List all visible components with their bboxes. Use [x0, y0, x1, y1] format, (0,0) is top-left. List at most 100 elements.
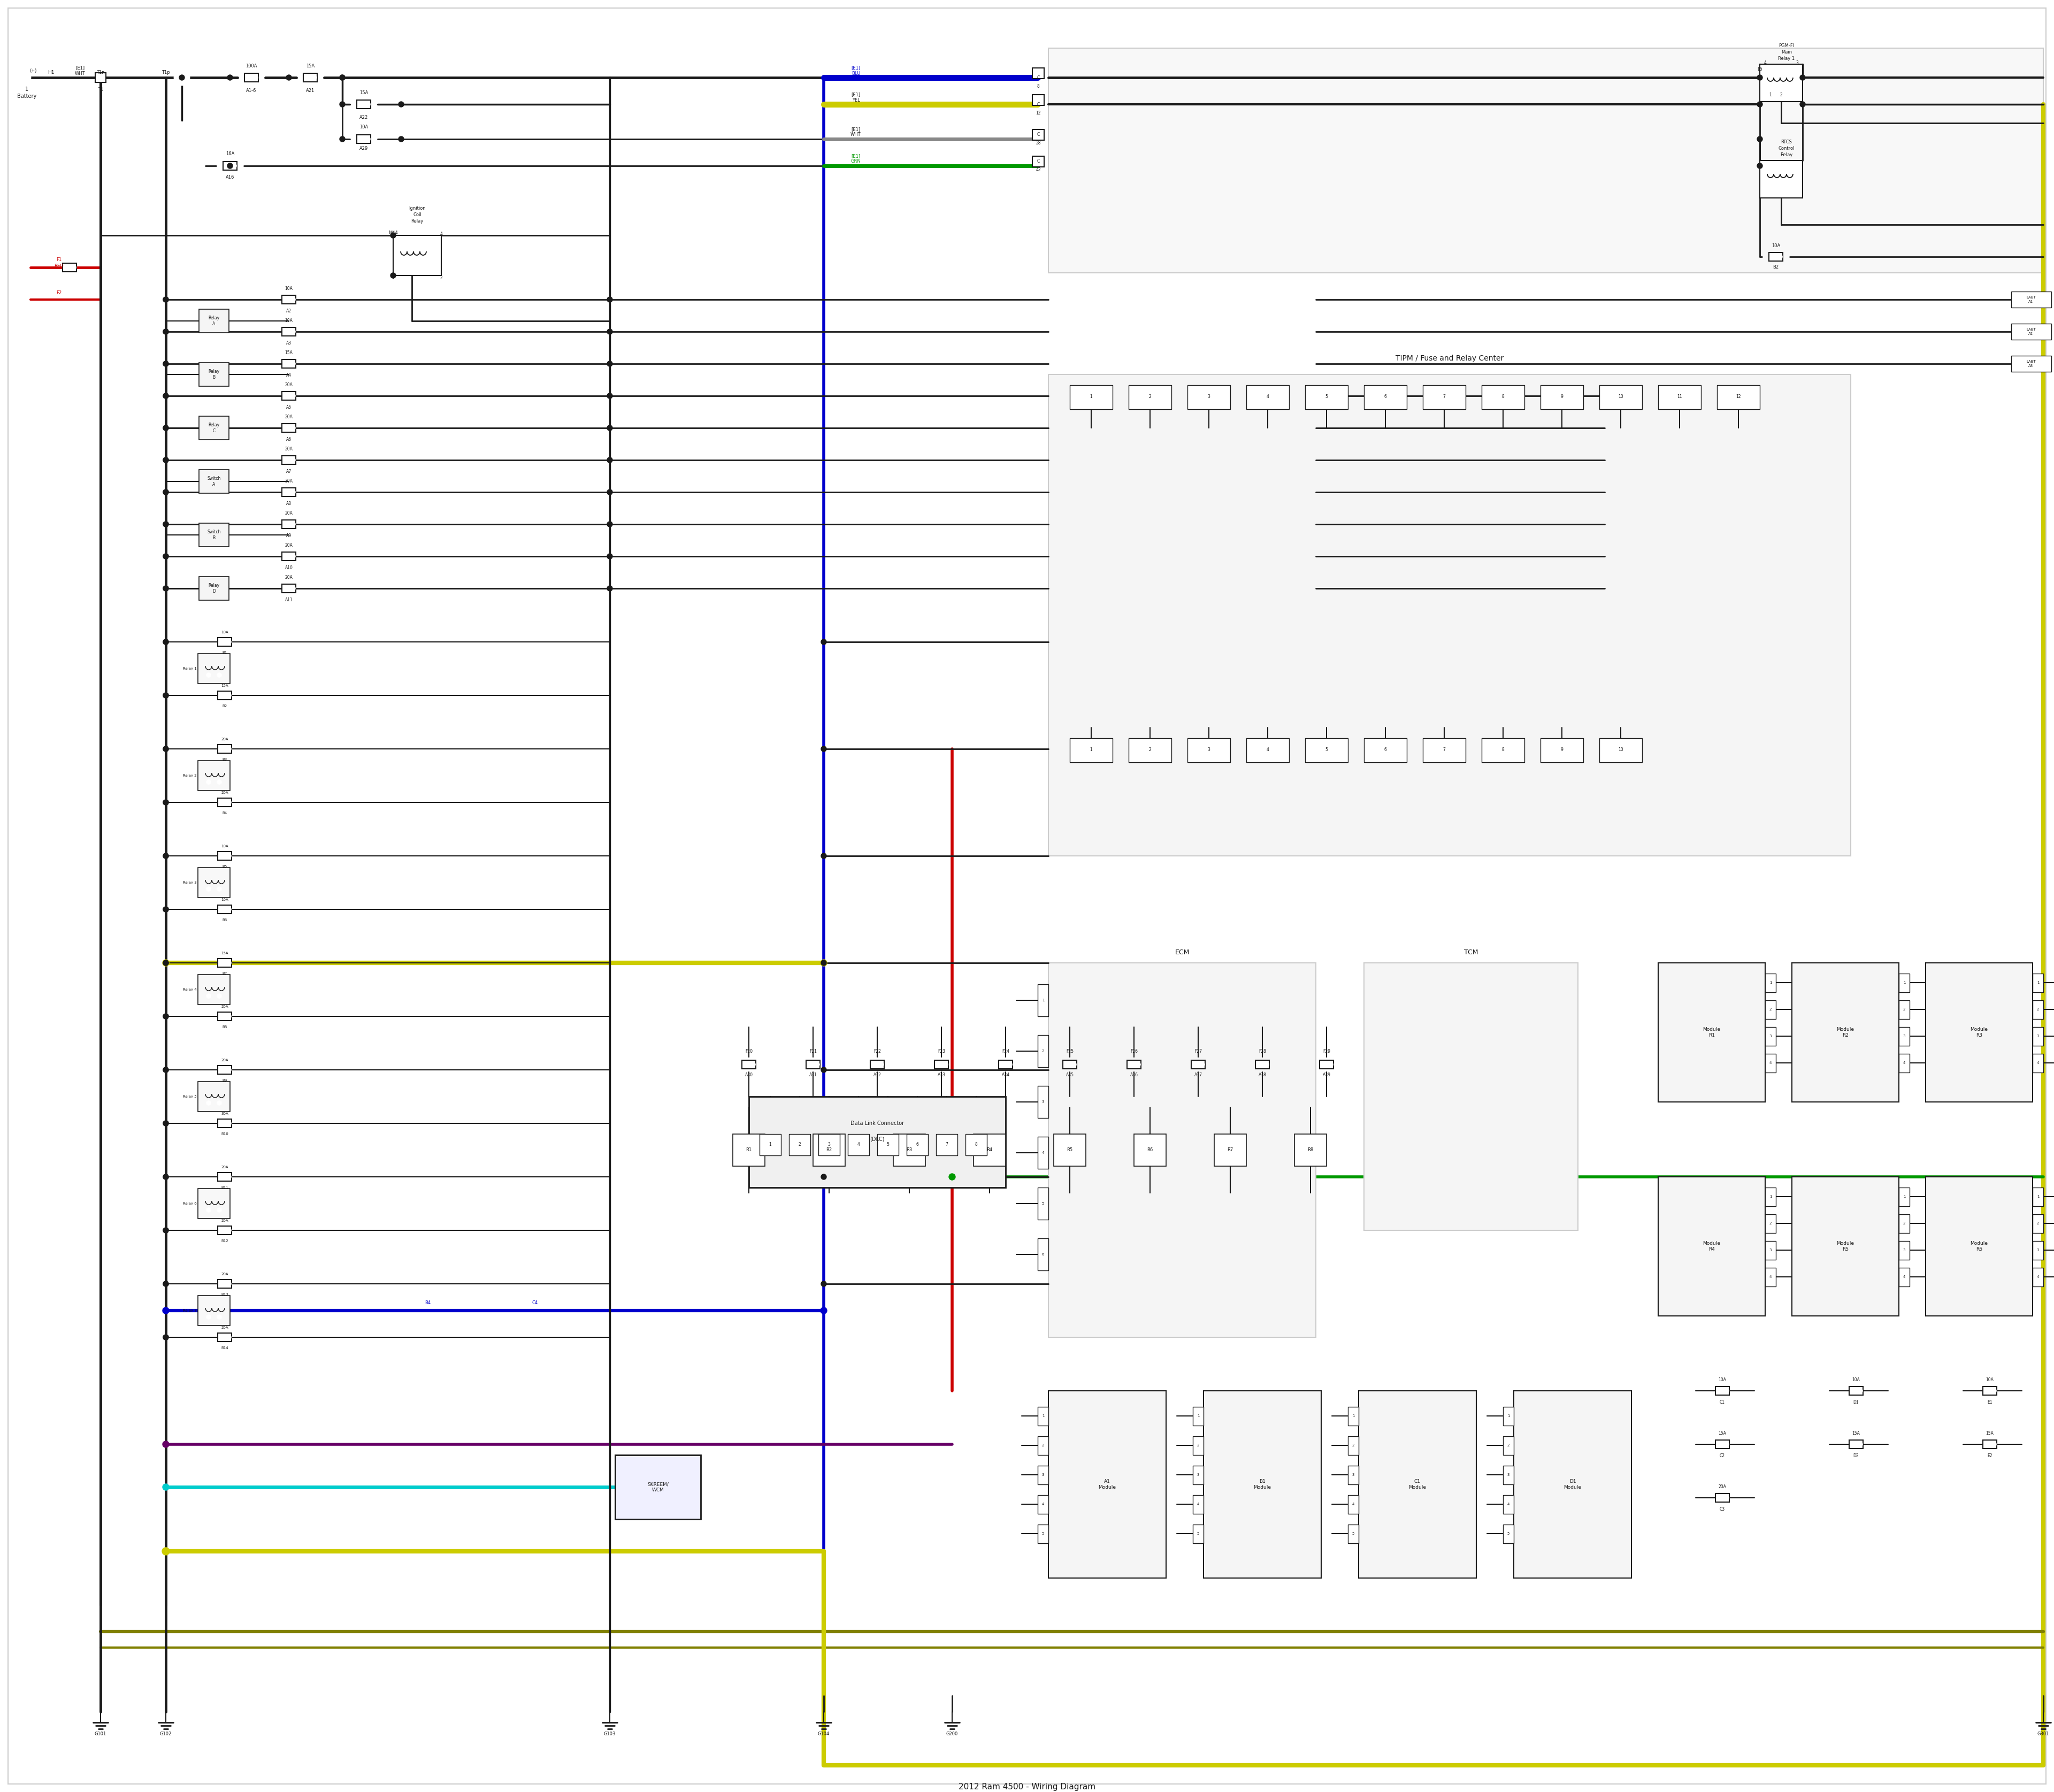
Circle shape	[228, 163, 232, 168]
Circle shape	[822, 1281, 826, 1287]
Circle shape	[398, 102, 405, 108]
Circle shape	[207, 1315, 212, 1319]
Bar	[1504, 1435, 1514, 1455]
Circle shape	[220, 1335, 224, 1339]
Bar	[1048, 962, 1317, 1337]
Text: A34: A34	[1002, 1073, 1011, 1077]
Text: 1: 1	[1768, 980, 1773, 984]
Text: Module
R1: Module R1	[1703, 1027, 1721, 1038]
Bar	[1037, 1466, 1048, 1484]
Circle shape	[292, 489, 296, 495]
Text: 42: 42	[1035, 168, 1041, 172]
Text: 1: 1	[2038, 980, 2040, 984]
Circle shape	[224, 1122, 228, 1125]
Text: 20A: 20A	[1719, 1486, 1725, 1489]
Circle shape	[220, 907, 224, 912]
Circle shape	[1992, 1389, 1996, 1392]
Circle shape	[220, 1176, 224, 1179]
Text: 4: 4	[1764, 61, 1766, 66]
Text: 100A: 100A	[246, 63, 257, 68]
Text: 28: 28	[1035, 142, 1041, 145]
Circle shape	[1988, 1389, 1992, 1392]
Text: [E1]: [E1]	[850, 127, 861, 133]
Bar	[197, 1296, 230, 1326]
Circle shape	[162, 745, 168, 751]
Circle shape	[162, 1014, 168, 1020]
Text: B12: B12	[222, 1240, 228, 1242]
Bar	[1764, 1215, 1777, 1233]
Text: 30A: 30A	[222, 1113, 228, 1115]
Circle shape	[288, 554, 292, 559]
Circle shape	[1261, 1063, 1265, 1066]
Text: R2: R2	[826, 1147, 832, 1152]
Text: B7: B7	[222, 971, 228, 975]
Text: 2: 2	[1352, 1444, 1354, 1446]
Bar	[789, 1134, 811, 1156]
Text: 5: 5	[1041, 1532, 1043, 1536]
Text: [E1]: [E1]	[76, 66, 84, 70]
Circle shape	[162, 694, 168, 699]
Bar	[1504, 1407, 1514, 1426]
Text: 4: 4	[1508, 1503, 1510, 1505]
Text: 2: 2	[1768, 1222, 1773, 1226]
Text: 1: 1	[1768, 1195, 1773, 1199]
Circle shape	[162, 640, 168, 645]
Text: 3: 3	[1352, 1473, 1354, 1477]
Circle shape	[1721, 1496, 1725, 1500]
Circle shape	[162, 297, 168, 303]
Text: C: C	[1037, 133, 1039, 138]
Text: H1: H1	[47, 70, 53, 75]
Text: 2: 2	[1148, 394, 1152, 400]
Bar	[1898, 973, 1910, 993]
Bar	[2033, 1242, 2044, 1260]
Text: 15A: 15A	[1719, 1432, 1725, 1435]
Circle shape	[822, 745, 826, 751]
Text: 20A: 20A	[286, 511, 294, 516]
Text: R7: R7	[1226, 1147, 1232, 1152]
Circle shape	[608, 330, 612, 335]
Text: 1: 1	[25, 86, 29, 91]
Circle shape	[162, 799, 168, 805]
Text: 4: 4	[1267, 394, 1269, 400]
Circle shape	[822, 640, 826, 645]
Text: Relay
B: Relay B	[207, 369, 220, 380]
Text: 6: 6	[1041, 1253, 1043, 1256]
Text: 3: 3	[1902, 1034, 1906, 1038]
Bar	[197, 760, 230, 790]
Text: A30: A30	[746, 1073, 754, 1077]
Bar	[1764, 1188, 1777, 1206]
Bar	[1764, 1027, 1777, 1047]
Text: 4: 4	[1041, 1150, 1043, 1154]
Text: B14: B14	[222, 1346, 228, 1349]
Circle shape	[220, 694, 224, 697]
Text: A16: A16	[226, 176, 234, 179]
Bar	[2033, 973, 2044, 993]
Text: 9: 9	[1561, 747, 1563, 753]
Circle shape	[283, 426, 288, 430]
Circle shape	[288, 297, 292, 301]
Bar	[1191, 1061, 1206, 1068]
Text: 1: 1	[1768, 91, 1773, 97]
Circle shape	[1068, 1063, 1072, 1066]
Text: Relay 1: Relay 1	[1779, 56, 1795, 61]
Circle shape	[292, 586, 296, 591]
Text: 4: 4	[1768, 1276, 1773, 1278]
Circle shape	[288, 394, 292, 398]
Bar	[1540, 385, 1584, 409]
Text: [E1]: [E1]	[850, 66, 861, 70]
Text: 5: 5	[1352, 1532, 1354, 1536]
Circle shape	[162, 1484, 168, 1491]
Circle shape	[292, 394, 296, 398]
Text: 10A: 10A	[286, 287, 294, 292]
Circle shape	[357, 102, 364, 106]
Circle shape	[226, 640, 230, 643]
Text: 4: 4	[1267, 747, 1269, 753]
Text: 10: 10	[1619, 747, 1623, 753]
Text: T1p: T1p	[162, 70, 170, 75]
Bar	[1054, 1134, 1087, 1167]
Circle shape	[1984, 1389, 1988, 1392]
Text: 8: 8	[976, 1142, 978, 1147]
Circle shape	[162, 330, 168, 335]
Bar	[1294, 1134, 1327, 1167]
Text: F1: F1	[55, 258, 62, 262]
